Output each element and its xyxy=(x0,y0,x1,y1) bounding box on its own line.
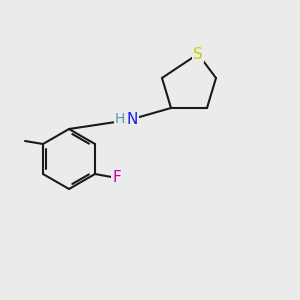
Text: H: H xyxy=(115,112,125,126)
Text: F: F xyxy=(112,169,121,184)
Text: N: N xyxy=(126,112,138,128)
Text: S: S xyxy=(193,46,203,62)
